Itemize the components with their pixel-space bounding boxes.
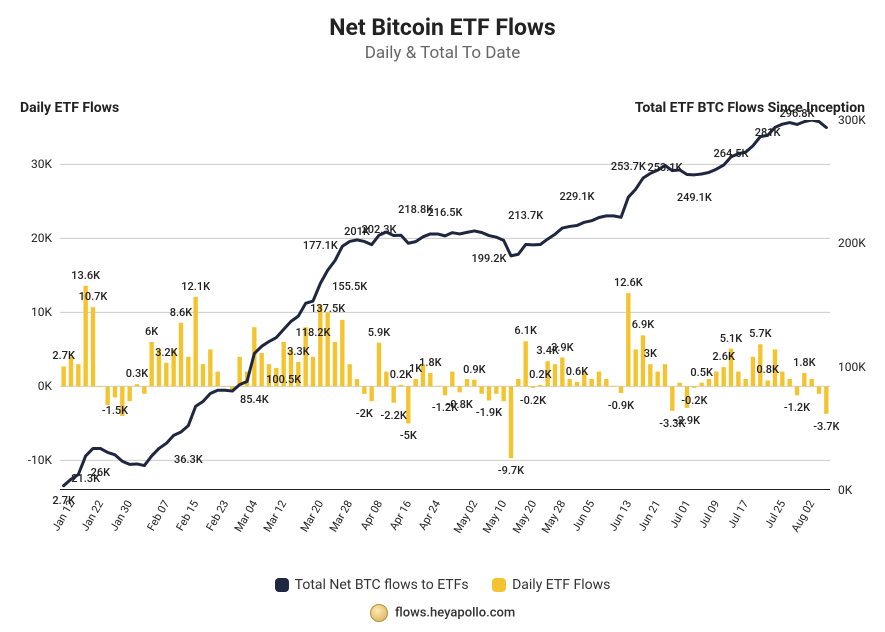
bar-value-label: 0.8K [756, 363, 779, 376]
bar-value-label: 2.6K [712, 350, 735, 363]
line-value-label: 229.1K [559, 190, 594, 203]
bar-value-label: 1.8K [419, 356, 442, 369]
bar-value-label: 3K [644, 347, 657, 360]
right-axis-title: Total ETF BTC Flows Since Inception [635, 100, 865, 116]
line-value-label: 85.4K [240, 393, 269, 406]
line-value-label: 253.1K [647, 161, 682, 174]
y-right-tick-label: 100K [838, 360, 880, 374]
line-value-label: 118.2K [295, 326, 330, 339]
bar-value-label: 5.9K [368, 326, 391, 339]
line-value-label: 26K [91, 466, 110, 479]
bar-value-label: -1.2K [784, 401, 810, 414]
bar-value-label: -3.7K [813, 420, 839, 433]
line-value-label: 2.7K [52, 494, 75, 507]
bar-value-label: 0.2K [529, 368, 552, 381]
bar-value-label: -0.2K [520, 394, 546, 407]
bar-value-label: -0.8K [447, 398, 473, 411]
line-value-label: 296.8K [779, 107, 814, 120]
line-value-label: 202.3K [361, 223, 396, 236]
legend-bar-label: Daily ETF Flows [512, 577, 610, 593]
legend-line: Total Net BTC flows to ETFs [275, 577, 469, 593]
bar-value-label: 10.7K [79, 290, 108, 303]
bar-value-label: 3.2K [155, 346, 178, 359]
y-right-tick-label: 0K [838, 483, 880, 497]
y-left-tick-label: 20K [10, 231, 52, 245]
bar-value-label: 13.6K [71, 269, 100, 282]
attribution-text: flows.heyapollo.com [395, 605, 515, 620]
bar-value-label: -0.9K [608, 399, 634, 412]
left-axis-title: Daily ETF Flows [20, 100, 119, 116]
chart-header: Net Bitcoin ETF Flows Daily & Total To D… [0, 0, 885, 63]
legend-bar-swatch [492, 578, 506, 592]
bar-value-label: 5.1K [720, 332, 743, 345]
y-left-tick-label: 0K [10, 379, 52, 393]
line-value-label: 36.3K [174, 453, 203, 466]
chart-plot-area: -10K0K10K20K30K0K100K200K300KJan 12Jan 2… [60, 120, 830, 490]
line-value-label: 177.1K [303, 239, 338, 252]
line-value-label: 253.7K [611, 160, 646, 173]
bar-value-label: 2.7K [52, 349, 75, 362]
line-value-label: 213.7K [508, 209, 543, 222]
y-left-tick-label: 10K [10, 305, 52, 319]
line-value-label: 137.5K [310, 302, 345, 315]
legend-line-label: Total Net BTC flows to ETFs [295, 577, 469, 593]
bar-value-label: 12.1K [181, 280, 210, 293]
bar-value-label: -0.2K [681, 394, 707, 407]
bar-value-label: -9.7K [498, 464, 524, 477]
bar-value-label: 0.9K [463, 363, 486, 376]
apollo-icon [370, 604, 388, 622]
legend: Total Net BTC flows to ETFs Daily ETF Fl… [0, 577, 885, 596]
bar-value-label: 3.9K [551, 341, 574, 354]
attribution: flows.heyapollo.com [0, 604, 885, 622]
bar-value-label: -2K [356, 407, 373, 420]
line-value-label: 199.2K [471, 252, 506, 265]
bar-value-label: -1.9K [476, 406, 502, 419]
bar-value-label: 6K [145, 325, 158, 338]
line-value-label: 281K [755, 126, 781, 139]
line-value-label: 100.5K [266, 373, 301, 386]
bar-value-label: 0.5K [690, 366, 713, 379]
chart-subtitle: Daily & Total To Date [0, 43, 885, 63]
bar-value-label: -1.5K [102, 404, 128, 417]
bar-value-label: 12.6K [614, 276, 643, 289]
bar-value-label: -2.9K [674, 414, 700, 427]
legend-bar: Daily ETF Flows [492, 577, 610, 593]
y-left-tick-label: 30K [10, 157, 52, 171]
bar-value-label: -2.2K [381, 409, 407, 422]
bar-value-label: 6.9K [632, 318, 655, 331]
bar-value-label: 8.6K [170, 306, 193, 319]
bar-value-label: 0.6K [566, 365, 589, 378]
bar-value-label: -5K [400, 429, 417, 442]
y-right-tick-label: 200K [838, 236, 880, 250]
legend-line-swatch [275, 578, 289, 592]
line-value-label: 249.1K [677, 191, 712, 204]
bar-value-label: 6.1K [514, 324, 537, 337]
line-value-label: 155.5K [332, 280, 367, 293]
bar-value-label: 3.3K [287, 345, 310, 358]
y-left-tick-label: -10K [10, 453, 52, 467]
bar-value-label: 5.7K [749, 327, 772, 340]
y-right-tick-label: 300K [838, 113, 880, 127]
line-value-label: 264.5K [713, 147, 748, 160]
chart-title: Net Bitcoin ETF Flows [0, 14, 885, 41]
bar-value-label: 1.8K [793, 356, 816, 369]
bar-value-label: 0.3K [126, 367, 149, 380]
line-value-label: 216.5K [427, 206, 462, 219]
